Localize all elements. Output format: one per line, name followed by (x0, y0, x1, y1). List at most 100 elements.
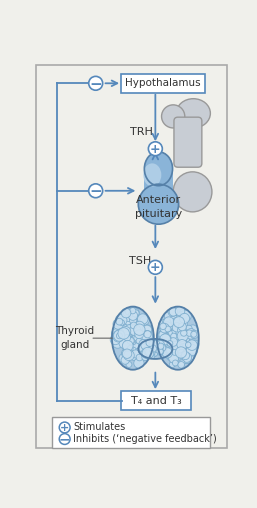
Circle shape (114, 341, 120, 347)
Circle shape (144, 340, 151, 348)
Text: TRH: TRH (130, 127, 153, 137)
Circle shape (113, 331, 124, 342)
Circle shape (159, 331, 167, 339)
Ellipse shape (138, 339, 172, 359)
Circle shape (130, 316, 137, 324)
Circle shape (162, 319, 171, 327)
Circle shape (157, 337, 164, 344)
Circle shape (178, 362, 185, 368)
Circle shape (164, 346, 172, 354)
Circle shape (146, 344, 152, 351)
Circle shape (162, 347, 172, 358)
Circle shape (191, 342, 199, 350)
Circle shape (148, 352, 155, 359)
Ellipse shape (144, 152, 172, 186)
Circle shape (124, 329, 130, 335)
Circle shape (178, 323, 186, 331)
Circle shape (182, 353, 191, 362)
Text: +: + (60, 423, 69, 433)
Circle shape (139, 339, 149, 350)
Ellipse shape (173, 172, 212, 212)
Circle shape (122, 340, 133, 351)
Circle shape (162, 326, 169, 333)
Circle shape (131, 337, 137, 343)
Circle shape (130, 325, 141, 336)
Circle shape (122, 348, 132, 359)
Circle shape (116, 318, 123, 325)
Circle shape (175, 306, 185, 316)
Text: T₄ and T₃: T₄ and T₃ (131, 396, 181, 405)
Circle shape (127, 330, 133, 336)
Circle shape (185, 327, 194, 336)
Circle shape (162, 329, 172, 339)
Circle shape (157, 343, 166, 351)
Circle shape (187, 340, 197, 351)
Ellipse shape (143, 164, 161, 186)
Circle shape (167, 344, 177, 354)
Circle shape (170, 315, 179, 324)
Circle shape (177, 312, 187, 322)
Circle shape (143, 333, 153, 342)
Circle shape (144, 331, 151, 338)
Circle shape (141, 331, 152, 341)
Circle shape (172, 350, 178, 355)
Circle shape (123, 343, 130, 351)
Circle shape (125, 350, 133, 359)
FancyBboxPatch shape (121, 74, 205, 92)
Circle shape (172, 323, 181, 332)
Circle shape (142, 347, 154, 359)
Circle shape (127, 339, 135, 346)
Circle shape (191, 340, 199, 348)
Circle shape (169, 330, 176, 337)
Circle shape (149, 344, 157, 353)
Circle shape (156, 340, 164, 348)
Text: Hypothalamus: Hypothalamus (125, 78, 201, 88)
Circle shape (127, 339, 134, 346)
Circle shape (145, 339, 152, 346)
Circle shape (186, 329, 196, 339)
Circle shape (186, 330, 195, 338)
Circle shape (169, 339, 177, 347)
Circle shape (119, 320, 125, 326)
Circle shape (121, 335, 132, 346)
Circle shape (134, 358, 144, 368)
Circle shape (110, 335, 120, 345)
Circle shape (172, 347, 178, 354)
Circle shape (146, 339, 154, 346)
Circle shape (120, 326, 127, 333)
Circle shape (171, 334, 178, 341)
Circle shape (158, 344, 166, 352)
FancyBboxPatch shape (144, 169, 172, 212)
Circle shape (132, 309, 139, 317)
Text: TSH: TSH (129, 256, 151, 266)
Circle shape (59, 434, 70, 444)
Ellipse shape (157, 307, 199, 370)
Circle shape (169, 344, 175, 350)
Circle shape (181, 348, 192, 360)
Ellipse shape (112, 307, 154, 370)
Circle shape (149, 341, 159, 351)
Circle shape (129, 329, 136, 335)
Circle shape (113, 319, 124, 329)
Circle shape (119, 334, 126, 340)
Circle shape (116, 333, 122, 339)
Circle shape (172, 360, 178, 366)
Circle shape (144, 336, 150, 342)
Circle shape (174, 336, 181, 343)
Circle shape (116, 329, 124, 337)
Circle shape (127, 337, 134, 344)
Circle shape (186, 344, 198, 356)
Text: Inhibits (‘negative feedback’): Inhibits (‘negative feedback’) (73, 434, 217, 444)
Circle shape (176, 315, 185, 324)
Circle shape (155, 348, 162, 355)
Circle shape (160, 345, 166, 351)
Circle shape (177, 331, 188, 341)
Circle shape (132, 350, 140, 358)
Circle shape (161, 344, 168, 350)
Circle shape (119, 332, 129, 341)
Circle shape (126, 362, 132, 367)
Circle shape (181, 330, 187, 336)
Ellipse shape (162, 105, 185, 128)
Circle shape (129, 337, 137, 345)
Circle shape (138, 343, 150, 355)
